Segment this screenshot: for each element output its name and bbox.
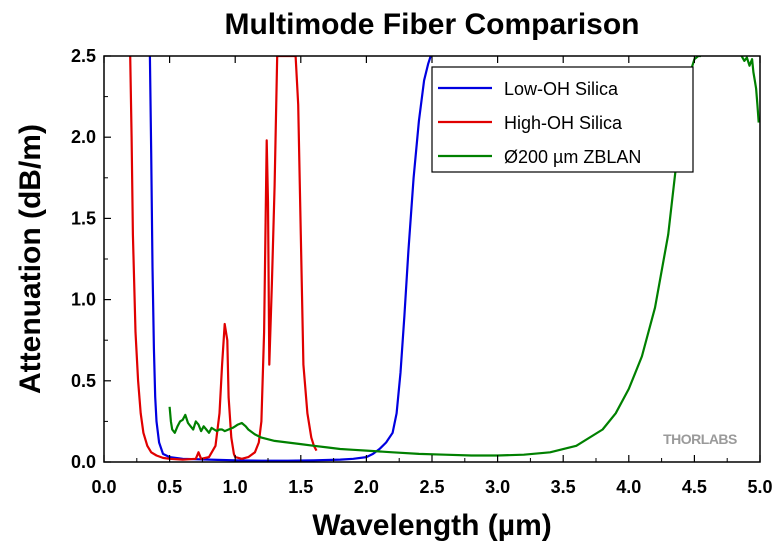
legend-label: High-OH Silica	[504, 113, 623, 133]
legend-label: Ø200 µm ZBLAN	[504, 147, 641, 167]
x-tick-label: 1.5	[288, 477, 313, 497]
series-line-low-oh-silica-0	[148, 56, 432, 462]
x-axis-title: Wavelength (µm)	[312, 509, 552, 542]
ticks-layer: 0.0 0.5 1.0 1.5 2.0 2.5 3.0 3.5 4.0 4.5 5.0 0.0 0.5 1…	[71, 46, 773, 497]
x-tick-label: 0.0	[91, 477, 116, 497]
y-tick-label: 1.5	[71, 208, 96, 228]
y-tick-label: 1.0	[71, 290, 96, 310]
series-line-200-m-zblan-2	[168, 56, 701, 457]
series-line-continuation-3	[740, 56, 760, 123]
x-tick-label: 3.5	[551, 477, 576, 497]
x-tick-label: 2.0	[354, 477, 379, 497]
x-tick-label: 2.5	[419, 477, 444, 497]
x-tick-label: 4.0	[616, 477, 641, 497]
y-tick-label: 2.0	[71, 127, 96, 147]
legend: Low-OH Silica High-OH Silica Ø200 µm ZBLAN	[431, 66, 694, 173]
x-tick-label: 4.5	[682, 477, 707, 497]
x-tick-label: 1.0	[223, 477, 248, 497]
watermark-logo: THORLABS	[663, 431, 737, 447]
y-tick-label: 0.5	[71, 371, 96, 391]
chart-title: Multimode Fiber Comparison	[224, 8, 639, 41]
legend-label: Low-OH Silica	[504, 79, 619, 99]
legend-box	[431, 66, 694, 173]
y-tick-label: 2.5	[71, 46, 96, 66]
x-tick-label: 0.5	[157, 477, 182, 497]
series-line-high-oh-silica-1	[129, 56, 318, 461]
y-tick-label: 0.0	[71, 452, 96, 472]
y-axis-title: Attenuation (dB/m)	[14, 124, 47, 394]
x-tick-label: 5.0	[747, 477, 772, 497]
x-tick-label: 3.0	[485, 477, 510, 497]
